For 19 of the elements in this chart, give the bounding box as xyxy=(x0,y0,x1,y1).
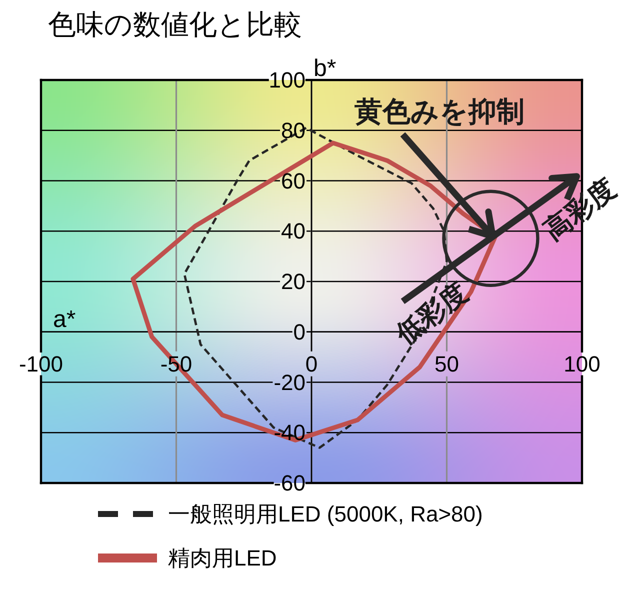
legend-label: 一般照明用LED (5000K, Ra>80) xyxy=(168,502,483,526)
annotation: 黄色みを抑制 xyxy=(354,96,525,127)
y-tick-label: 0 xyxy=(293,319,306,344)
x-tick-label: 100 xyxy=(564,351,600,376)
legend-label: 精肉用LED xyxy=(168,546,277,570)
x-tick-label: -100 xyxy=(18,351,64,376)
chart-title: 色味の数値化と比較 xyxy=(48,9,302,40)
y-tick-label: 100 xyxy=(268,68,306,92)
y-tick-label: 20 xyxy=(281,269,306,294)
x-tick-label: 50 xyxy=(434,351,459,376)
x-axis-title: a* xyxy=(53,306,76,333)
y-tick-label: -20 xyxy=(274,370,306,395)
y-tick-label: -60 xyxy=(274,470,306,496)
y-axis-title: b* xyxy=(314,55,336,82)
annotation: 高彩度 xyxy=(538,173,622,246)
y-tick-label: 80 xyxy=(281,118,306,143)
annotation: 低彩度 xyxy=(390,277,474,350)
y-tick-label: 60 xyxy=(281,168,306,194)
y-tick-label: 40 xyxy=(281,218,306,244)
